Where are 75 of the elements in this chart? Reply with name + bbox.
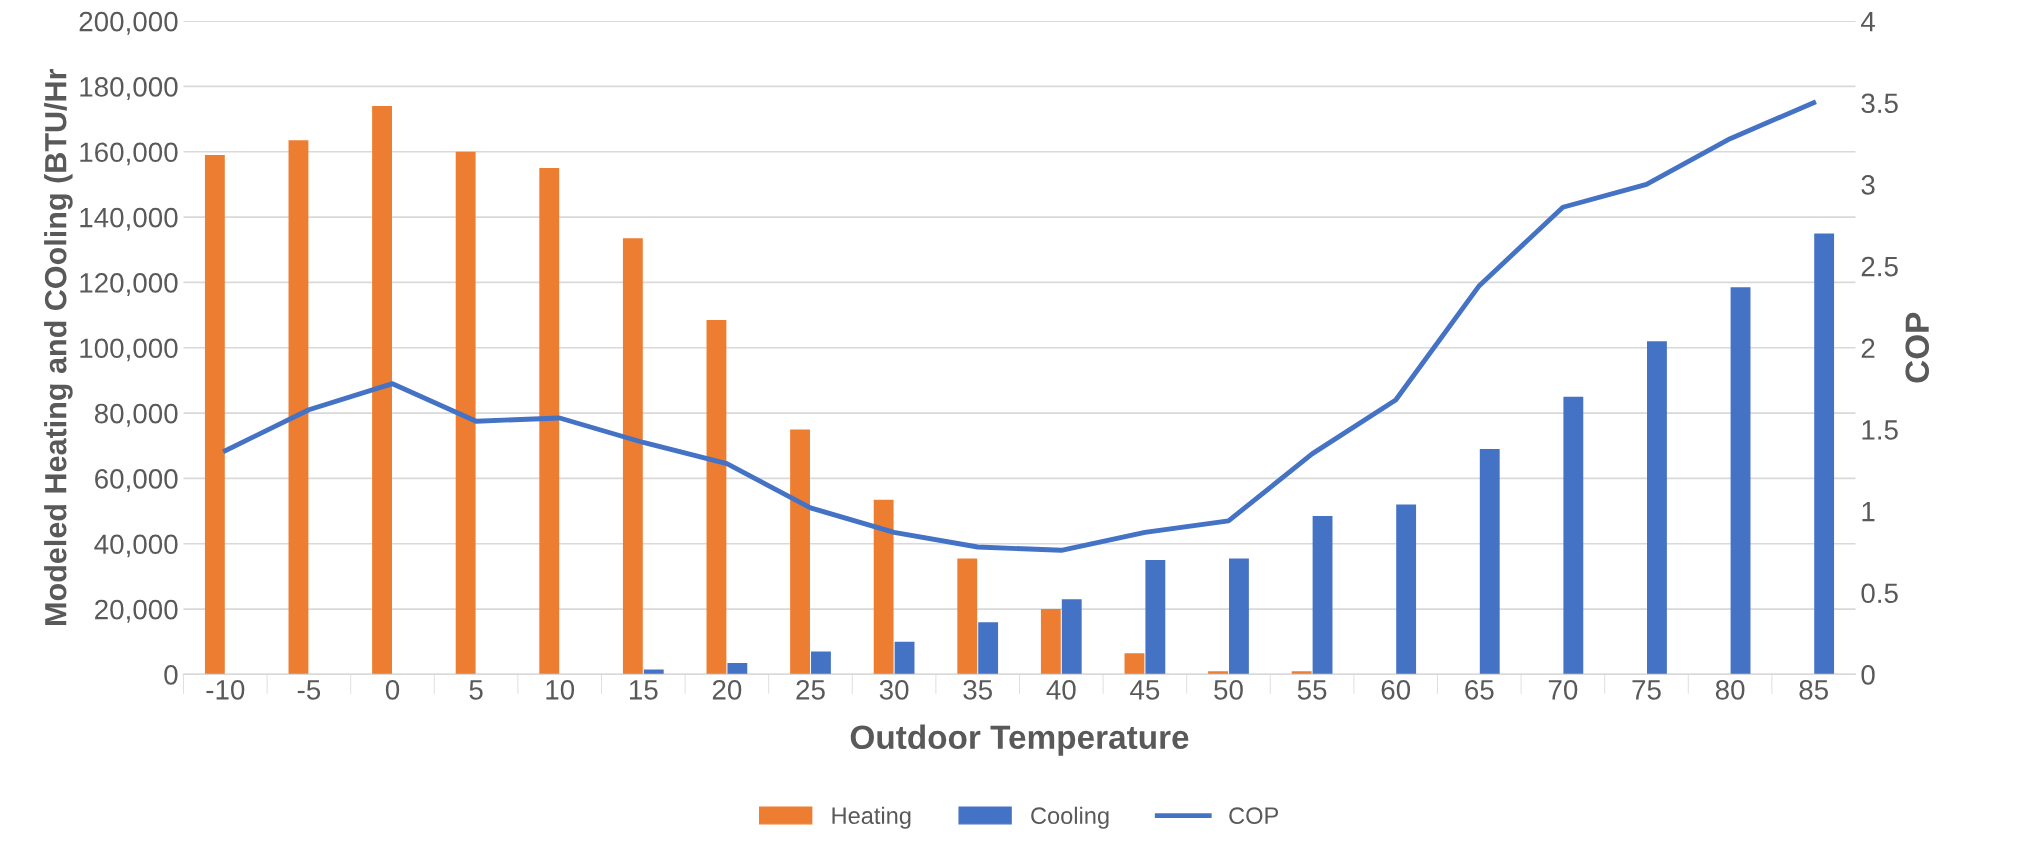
y-tick-label: 120,000 — [80, 273, 178, 297]
legend-label: Heating — [832, 806, 911, 829]
bar — [1061, 599, 1082, 675]
bar — [1229, 558, 1249, 675]
x-tick-label: 65 — [1465, 679, 1494, 700]
bar — [957, 558, 978, 675]
x-tick-label: 10 — [546, 679, 575, 700]
y-tick-label: 160,000 — [80, 142, 178, 166]
bar — [790, 429, 810, 675]
x-tick-label: 45 — [1130, 680, 1160, 700]
y2-tick-label: 2.5 — [1861, 256, 1898, 277]
y2-tick-label: 2 — [1861, 338, 1875, 358]
bar — [1563, 396, 1584, 675]
y-tick-label: 40,000 — [94, 534, 178, 558]
y2-axis-title: COP — [1905, 312, 1929, 383]
y2-tick-label: 1.5 — [1862, 420, 1898, 440]
bar — [1730, 287, 1751, 675]
bar — [1479, 449, 1500, 675]
bar — [372, 106, 392, 675]
x-tick-label: 40 — [1046, 679, 1076, 700]
y-tick-label: 180,000 — [80, 77, 178, 101]
bar — [204, 155, 225, 675]
x-axis-title: Outdoor Temperature — [850, 724, 1189, 756]
bar — [1814, 233, 1835, 675]
bar — [1647, 341, 1667, 675]
y-axis-title: Modeled Heating and COoling (BTU/Hr — [44, 68, 73, 625]
bar — [1124, 653, 1145, 675]
bar — [622, 238, 643, 675]
y-tick-label: 0 — [164, 665, 178, 685]
y-tick-label: 140,000 — [80, 207, 178, 231]
x-tick-label: 85 — [1799, 679, 1828, 700]
y2-tick-label: 3.5 — [1861, 93, 1898, 114]
bar — [1312, 515, 1333, 675]
x-tick-label: 20 — [712, 679, 742, 700]
bar — [706, 319, 727, 675]
x-tick-label: 55 — [1297, 680, 1327, 700]
bar — [978, 622, 999, 675]
y-tick-label: 200,000 — [79, 11, 178, 35]
x-tick-label: 80 — [1715, 679, 1745, 700]
bar — [288, 140, 309, 675]
y2-tick-label: 0.5 — [1861, 583, 1898, 604]
bar — [1208, 671, 1228, 675]
x-tick-label: 0 — [385, 679, 400, 700]
bar — [873, 499, 894, 675]
bar — [1040, 609, 1061, 675]
bar — [1291, 671, 1312, 675]
y-tick-label: 80,000 — [94, 403, 178, 427]
y2-tick-label: 4 — [1860, 12, 1875, 32]
legend-label: COP — [1229, 807, 1279, 825]
y2-tick-label: 0 — [1861, 665, 1875, 685]
x-tick-label: 30 — [879, 679, 909, 700]
bar — [811, 651, 831, 675]
bar — [539, 168, 560, 675]
y2-tick-label: 3 — [1861, 175, 1875, 195]
x-tick-label: 70 — [1548, 679, 1578, 700]
legend-label: Cooling — [1031, 806, 1109, 829]
x-tick-label: 75 — [1632, 680, 1661, 700]
bar — [1145, 560, 1166, 675]
bar — [455, 151, 476, 675]
x-tick-label: 35 — [963, 679, 992, 700]
x-tick-label: 25 — [796, 679, 825, 700]
bar — [894, 641, 915, 675]
bar — [727, 662, 748, 675]
y2-tick-label: 1 — [1862, 502, 1875, 522]
x-tick-label: 5 — [469, 680, 483, 700]
bar — [1396, 504, 1417, 675]
x-tick-label: 60 — [1381, 679, 1411, 700]
x-tick-label: -5 — [297, 680, 321, 700]
x-tick-label: -10 — [206, 679, 245, 700]
y-tick-label: 100,000 — [80, 338, 178, 362]
y-tick-label: 20,000 — [95, 599, 178, 623]
line-series — [222, 100, 1817, 553]
x-tick-label: 50 — [1214, 679, 1243, 700]
y-tick-label: 60,000 — [95, 469, 178, 493]
x-tick-label: 15 — [629, 680, 658, 700]
